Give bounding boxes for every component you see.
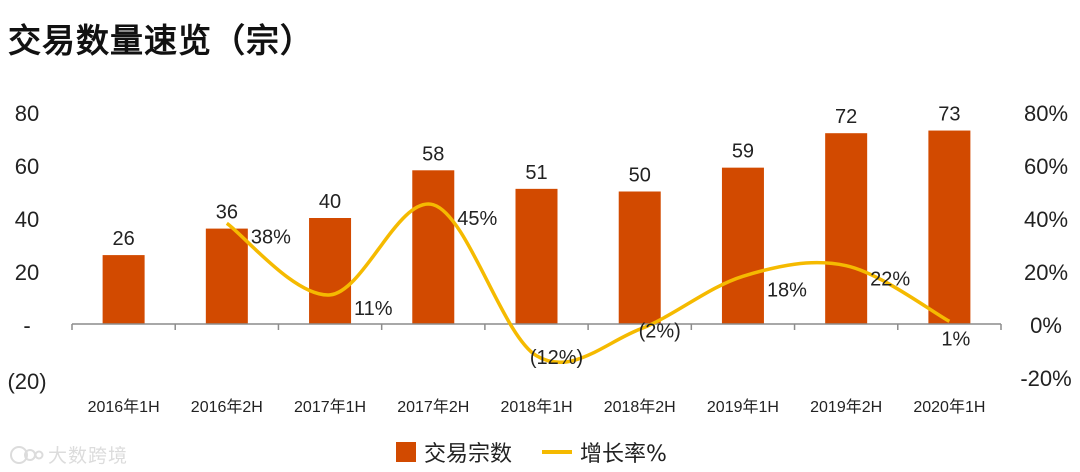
- legend: 交易宗数 增长率%: [396, 436, 697, 468]
- bar-value-label: 58: [422, 143, 444, 165]
- growth-rate-label: (12%): [530, 347, 583, 369]
- bar-value-label: 73: [938, 104, 960, 126]
- bar-value-label: 40: [319, 191, 341, 213]
- left-axis-tick-label: 80: [15, 101, 39, 126]
- bar: [721, 167, 764, 324]
- bar-value-label: 36: [216, 202, 238, 224]
- growth-rate-label: 18%: [767, 279, 807, 301]
- legend-item-bar: 交易宗数: [396, 436, 512, 468]
- x-axis-category-label: 2018年1H: [500, 398, 572, 416]
- right-axis-ticks: 80% 60% 40% 20% 0% -20%: [1020, 101, 1071, 391]
- right-axis-tick-label: 80%: [1024, 101, 1068, 126]
- legend-item-line: 增长率%: [542, 436, 667, 468]
- left-axis-tick-label: 60: [15, 154, 39, 179]
- right-axis-tick-label: 0%: [1030, 313, 1062, 338]
- bar: [618, 191, 661, 324]
- bar: [515, 188, 558, 324]
- x-axis-category-label: 2020年1H: [913, 398, 985, 416]
- bar-value-labels: 26 36 40 58 51 50 59 72 73: [112, 104, 960, 251]
- x-axis-category-label: 2017年2H: [397, 398, 469, 416]
- bar-value-label: 26: [112, 228, 134, 250]
- chart-title: 交易数量速览（宗）: [8, 21, 314, 60]
- watermark: 大数跨境: [10, 441, 128, 468]
- bar-series: [102, 130, 971, 324]
- growth-rate-labels: 38% 11% 45% (12%) (2%) 18% 22% 1%: [251, 208, 971, 369]
- right-axis-tick-label: 20%: [1024, 260, 1068, 285]
- growth-rate-label: 45%: [457, 208, 497, 230]
- right-axis-tick-label: -20%: [1020, 366, 1071, 391]
- watermark-logo-icon: [10, 445, 44, 464]
- bar-value-label: 50: [629, 165, 651, 187]
- growth-rate-label: 38%: [251, 226, 291, 248]
- legend-bar-swatch: [396, 442, 416, 462]
- right-axis-tick-label: 40%: [1024, 207, 1068, 232]
- bar: [412, 170, 455, 324]
- left-axis-tick-label: 40: [15, 207, 39, 232]
- legend-line-swatch: [542, 450, 573, 454]
- bar-value-label: 51: [525, 162, 547, 184]
- bar-value-label: 72: [835, 106, 857, 128]
- bar: [825, 133, 868, 324]
- bar-value-label: 59: [732, 141, 754, 163]
- watermark-text: 大数跨境: [48, 445, 129, 467]
- left-axis-ticks: 80 60 40 20 - (20): [7, 101, 46, 394]
- bar: [102, 255, 145, 324]
- growth-rate-line: [225, 202, 951, 365]
- bar: [205, 228, 248, 324]
- x-axis-category-label: 2019年1H: [707, 398, 779, 416]
- growth-rate-label: (2%): [639, 320, 681, 342]
- x-axis-category-label: 2016年1H: [88, 398, 160, 416]
- x-axis-category-label: 2019年2H: [810, 398, 882, 416]
- left-axis-tick-label: -: [23, 313, 30, 338]
- x-axis-category-label: 2016年2H: [191, 398, 263, 416]
- x-axis-category-label: 2017年1H: [294, 398, 366, 416]
- x-axis-category-label: 2018年2H: [604, 398, 676, 416]
- left-axis-tick-label: (20): [7, 369, 46, 394]
- bar: [928, 130, 971, 324]
- bar: [309, 218, 352, 324]
- legend-line-label: 增长率%: [580, 442, 667, 467]
- growth-rate-label: 22%: [870, 269, 910, 291]
- growth-rate-label: 1%: [941, 328, 970, 350]
- x-axis-tick-marks: [71, 324, 1002, 330]
- legend-bar-label: 交易宗数: [424, 442, 513, 467]
- right-axis-tick-label: 60%: [1024, 154, 1068, 179]
- left-axis-tick-label: 20: [15, 260, 39, 285]
- x-axis-category-labels: 2016年1H 2016年2H 2017年1H 2017年2H 2018年1H 2018年…: [88, 398, 986, 416]
- growth-rate-label: 11%: [354, 298, 393, 320]
